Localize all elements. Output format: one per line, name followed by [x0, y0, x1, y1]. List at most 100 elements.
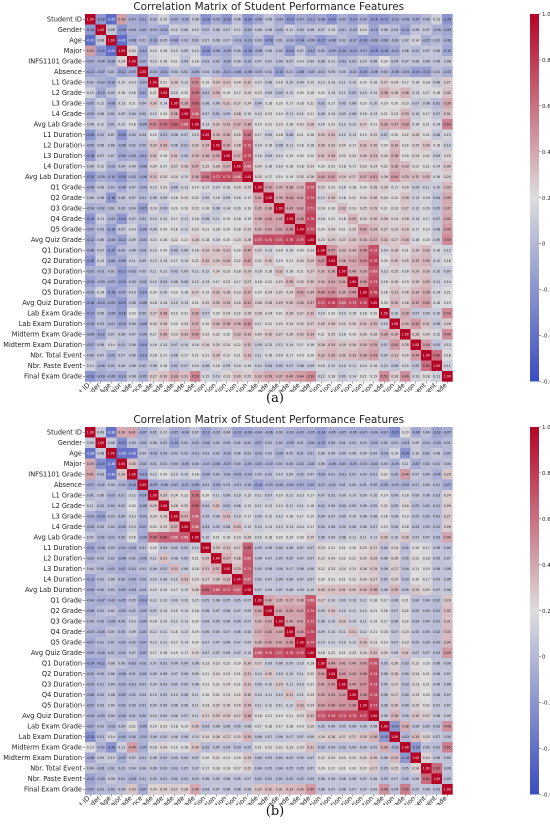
cell-value-label: 0.30	[265, 332, 272, 336]
cell-value-label: 0.08	[97, 112, 104, 116]
cell-value-label: 0.10	[181, 343, 188, 347]
cell-value-label: -0.01	[191, 451, 199, 455]
heatmap-cell	[242, 626, 254, 638]
cell-value-label: 0.07	[265, 493, 272, 497]
heatmap-cell	[379, 297, 390, 309]
heatmap-cell	[95, 521, 107, 533]
heatmap-cell	[232, 66, 243, 78]
heatmap-cell	[190, 56, 201, 67]
cell-value-label: -0.10	[107, 175, 115, 179]
heatmap-cell	[337, 308, 348, 319]
cell-value-label: 0.27	[318, 598, 325, 602]
heatmap-cell	[127, 773, 138, 785]
cell-value-label: 0.03	[223, 483, 230, 487]
cell-value-label: 0.05	[213, 630, 220, 634]
heatmap-cell	[410, 721, 422, 732]
heatmap-cell	[95, 626, 107, 638]
cell-value-label: -0.23	[97, 462, 105, 466]
cell-value-label: 0.02	[318, 504, 325, 508]
heatmap-cell	[400, 171, 411, 183]
heatmap-cell	[337, 637, 348, 648]
heatmap-cell	[137, 700, 149, 711]
heatmap-cell	[263, 24, 275, 36]
heatmap-cell	[410, 710, 422, 722]
cell-value-label: 0.30	[349, 588, 356, 592]
cell-value-label: 0.38	[339, 259, 346, 263]
heatmap-cell	[431, 595, 443, 606]
cell-value-label: 0.07	[108, 332, 115, 336]
y-tick-label: Nbr. Total Event	[30, 352, 82, 360]
heatmap-cell	[232, 266, 243, 277]
cell-value-label: 0.12	[202, 269, 209, 273]
cell-value-label: 0.06	[307, 28, 314, 32]
cell-value-label: 0.21	[307, 112, 314, 116]
y-tick-label: L3 Duration	[43, 152, 82, 160]
cell-value-label: 0.74	[307, 196, 314, 200]
cell-value-label: 0.09	[286, 661, 293, 665]
cell-value-label: 0.19	[423, 567, 430, 571]
heatmap-cell	[431, 150, 443, 162]
heatmap-cell	[169, 266, 180, 277]
cell-value-label: 0.02	[265, 777, 272, 781]
cell-value-label: 0.02	[108, 364, 115, 368]
cell-value-label: 0.28	[360, 154, 367, 158]
cell-value-label: 0.24	[339, 567, 346, 571]
cell-value-label: 0.00	[423, 17, 430, 21]
cell-value-label: 0.23	[181, 196, 188, 200]
cell-value-label: 0.18	[129, 535, 136, 539]
cell-value-label: 0.06	[87, 164, 94, 168]
cell-value-label: 0.30	[213, 248, 220, 252]
cell-value-label: -0.14	[254, 483, 262, 487]
heatmap-cell	[421, 490, 432, 501]
cell-value-label: 0.23	[349, 651, 356, 655]
cell-value-label: -0.03	[349, 28, 357, 32]
heatmap-cell	[221, 276, 233, 288]
cell-value-label: 0.12	[118, 122, 125, 126]
cell-value-label: 0.04	[412, 525, 419, 529]
cell-value-label: 0.03	[433, 493, 440, 497]
heatmap-cell	[284, 668, 296, 680]
cell-value-label: 0.04	[423, 430, 430, 434]
cell-value-label: 0.11	[255, 703, 262, 707]
heatmap-cell	[305, 679, 317, 690]
cell-value-label: 0.33	[244, 332, 251, 336]
heatmap-cell	[347, 108, 359, 120]
heatmap-cell	[410, 626, 422, 638]
cell-value-label: 0.04	[181, 59, 188, 63]
cell-value-label: -0.06	[191, 70, 199, 74]
heatmap-cell	[368, 521, 380, 533]
cell-value-label: 1.00	[276, 619, 283, 623]
cell-value-label: 0.08	[97, 38, 104, 42]
cell-value-label: 1.00	[129, 472, 136, 476]
heatmap-cell	[400, 448, 411, 459]
y-tick-label: Age	[69, 37, 82, 45]
cell-value-label: 0.05	[402, 714, 409, 718]
cell-value-label: 0.13	[150, 248, 157, 252]
heatmap-cell	[242, 119, 254, 130]
heatmap-cell	[232, 129, 243, 141]
heatmap-cell	[137, 66, 149, 78]
heatmap-cell	[295, 637, 306, 648]
cell-value-label: 0.05	[349, 504, 356, 508]
cell-value-label: 0.10	[349, 80, 356, 84]
heatmap-cell	[368, 532, 380, 543]
heatmap-cell	[211, 637, 222, 648]
heatmap-cell	[368, 721, 380, 732]
cell-value-label: 0.13	[412, 91, 419, 95]
heatmap-cell	[421, 192, 432, 204]
heatmap-cell	[106, 371, 117, 382]
heatmap-cell	[368, 266, 380, 277]
cell-value-label: 0.67	[244, 577, 251, 581]
cell-value-label: 0.22	[423, 703, 430, 707]
heatmap-cell	[431, 56, 443, 67]
heatmap-cell	[410, 605, 422, 617]
cell-value-label: 0.40	[444, 217, 451, 221]
heatmap-cell	[389, 350, 401, 361]
heatmap-cell	[400, 161, 411, 172]
cell-value-label: 0.20	[391, 101, 398, 105]
cell-value-label: 0.07	[181, 133, 188, 137]
heatmap-cell	[316, 255, 327, 267]
heatmap-cell	[274, 563, 285, 575]
heatmap-cell	[169, 318, 180, 330]
heatmap-cell	[200, 616, 212, 627]
